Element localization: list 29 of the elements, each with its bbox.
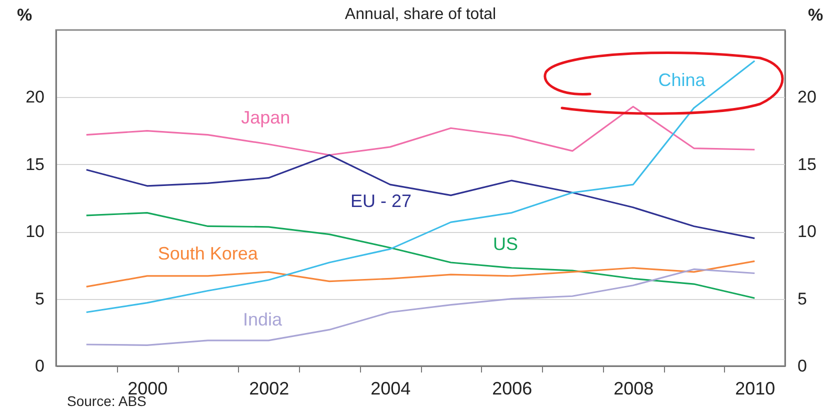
y2-tick-label: 20: [798, 88, 816, 107]
series-label: EU - 27: [350, 191, 412, 212]
series-label: Japan: [241, 108, 290, 128]
line-series: [86, 60, 756, 314]
y2-tick-label: 10: [798, 222, 816, 242]
series-label: US: [493, 234, 518, 254]
y-tick-label: 15: [26, 154, 44, 174]
y-axis-title: %: [16, 6, 32, 24]
y-tick-label: 20: [26, 88, 44, 107]
y2-tick-label: 0: [798, 356, 807, 376]
chart-title: Annual, share of total: [344, 6, 496, 23]
series-label: India: [243, 309, 284, 330]
x-tick-label: 2008: [614, 378, 654, 398]
x-tick-label: 2010: [735, 378, 776, 398]
y2-tick-label: 5: [798, 289, 807, 308]
x-tick-label: 2004: [370, 378, 411, 398]
line-series: [86, 268, 756, 346]
y2-tick-label: 15: [798, 154, 816, 174]
line-series: [86, 106, 756, 156]
line-series: [86, 212, 756, 299]
series-label: South Korea: [158, 243, 259, 264]
x-tick-label: 2002: [249, 378, 290, 398]
y-tick-label: 0: [35, 356, 44, 376]
y-tick-label: 10: [26, 222, 44, 242]
line-series: [86, 260, 756, 288]
x-tick-label: 2006: [492, 378, 532, 398]
y-tick-label: 5: [35, 289, 44, 308]
y2-axis-title: %: [808, 6, 824, 24]
series-label: China: [658, 70, 706, 90]
